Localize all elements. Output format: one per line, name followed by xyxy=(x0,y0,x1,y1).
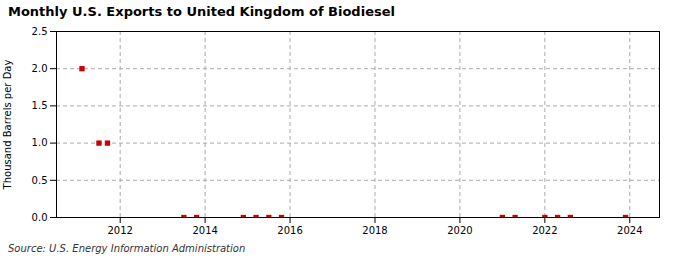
svg-text:2024: 2024 xyxy=(617,225,642,236)
svg-text:0.5: 0.5 xyxy=(32,175,48,186)
svg-text:2.0: 2.0 xyxy=(32,63,48,74)
svg-text:Thousand Barrels per Day: Thousand Barrels per Day xyxy=(2,60,13,191)
html-text:Monthly U.S. Exports to United: Monthly U.S. Exports to United Kingdom o… xyxy=(8,4,395,19)
html-text:Source: U.S. Energy Informatio: Source: U.S. Energy Information Administ… xyxy=(8,243,246,254)
svg-text:2020: 2020 xyxy=(447,225,472,236)
svg-text:2018: 2018 xyxy=(362,225,387,236)
svg-text:2014: 2014 xyxy=(192,225,217,236)
svg-text:2022: 2022 xyxy=(532,225,557,236)
svg-text:2012: 2012 xyxy=(107,225,132,236)
svg-text:2.5: 2.5 xyxy=(32,26,48,37)
svg-text:0.0: 0.0 xyxy=(32,212,48,223)
svg-text:1.5: 1.5 xyxy=(32,100,48,111)
svg-text:2016: 2016 xyxy=(277,225,302,236)
svg-text:1.0: 1.0 xyxy=(32,137,48,148)
